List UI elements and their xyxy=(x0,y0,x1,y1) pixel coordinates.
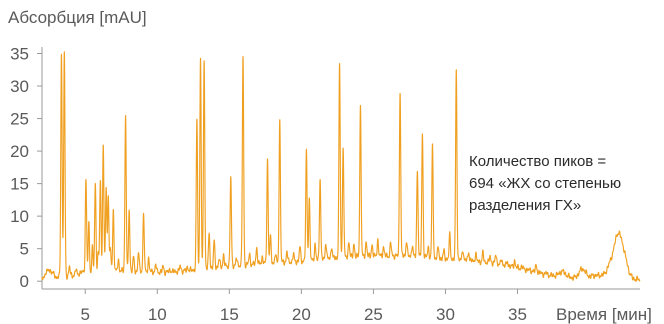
y-tick-label: 5 xyxy=(20,240,29,259)
x-tick-label: 20 xyxy=(292,305,311,324)
x-axis-label: Время [мин] xyxy=(556,305,652,324)
y-tick-label: 35 xyxy=(10,45,29,64)
y-tick-label: 30 xyxy=(10,77,29,96)
x-tick-label: 35 xyxy=(508,305,527,324)
x-ticks: 5 10 15 20 25 30 35 xyxy=(80,289,527,324)
annotation-line-3: разделения ГХ» xyxy=(469,197,581,214)
y-tick-label: 0 xyxy=(20,272,29,291)
y-axis-label: Абсорбция [mAU] xyxy=(8,8,147,27)
y-ticks: 0 5 10 15 20 25 30 35 xyxy=(10,45,42,291)
y-tick-label: 10 xyxy=(10,207,29,226)
y-tick-label: 15 xyxy=(10,175,29,194)
y-tick-label: 25 xyxy=(10,110,29,129)
annotation-line-2: 694 «ЖХ со степенью xyxy=(469,175,621,192)
x-tick-label: 30 xyxy=(436,305,455,324)
x-tick-label: 15 xyxy=(220,305,239,324)
x-tick-label: 10 xyxy=(148,305,167,324)
annotation-line-1: Количество пиков = xyxy=(469,153,606,170)
y-tick-label: 20 xyxy=(10,142,29,161)
x-tick-label: 5 xyxy=(80,305,89,324)
x-tick-label: 25 xyxy=(364,305,383,324)
absorbance-trace xyxy=(41,51,641,283)
peak-count-annotation: Количество пиков = 694 «ЖХ со степенью р… xyxy=(469,153,621,214)
